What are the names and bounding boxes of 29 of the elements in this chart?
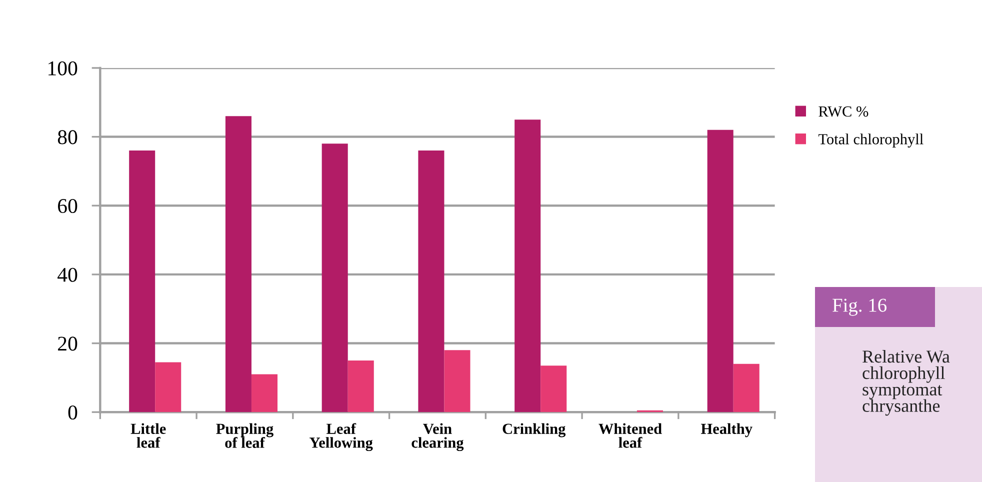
legend-label: Total chlorophyll xyxy=(818,134,924,148)
caption: Fig. 16 xyxy=(832,298,887,316)
y-tick-label: 20 xyxy=(58,336,78,351)
y-tick-label: 80 xyxy=(58,130,78,144)
bar xyxy=(322,144,348,412)
x-tick-label: Whitened leaf xyxy=(598,423,662,448)
x-tick-label: Healthy xyxy=(700,423,752,438)
bar xyxy=(155,362,182,412)
bar xyxy=(540,366,567,412)
x-tick-label: Little leaf xyxy=(130,423,166,448)
bar xyxy=(129,150,156,412)
bar xyxy=(733,364,760,412)
bar xyxy=(225,116,252,412)
bar xyxy=(514,120,541,412)
legend-label: RWC % xyxy=(818,106,868,117)
bar xyxy=(418,150,444,412)
x-tick-label: Leaf Yellowing xyxy=(310,423,373,452)
y-tick-label: 0 xyxy=(68,405,78,420)
bar xyxy=(707,130,734,412)
x-tick-label: Vein clearing xyxy=(412,423,464,452)
y-tick-label: 40 xyxy=(58,268,78,282)
y-tick-label: 100 xyxy=(48,61,78,76)
y-tick-label: 60 xyxy=(58,198,78,214)
bar xyxy=(251,374,278,412)
x-tick-label: Purpling of leaf xyxy=(216,423,274,448)
bar xyxy=(348,360,374,412)
bar xyxy=(444,350,470,412)
x-tick-label: Crinkling xyxy=(502,423,566,438)
text: Relative Wa chlorophyll symptomat chrysanthe xyxy=(862,350,950,416)
